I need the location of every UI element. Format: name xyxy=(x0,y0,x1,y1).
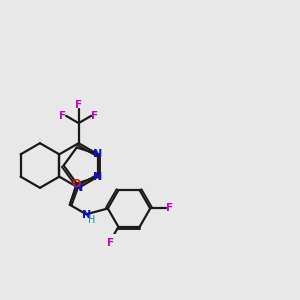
Text: N: N xyxy=(93,172,103,182)
Text: N: N xyxy=(74,183,83,193)
Text: O: O xyxy=(71,179,81,190)
Text: H: H xyxy=(88,215,95,225)
Text: F: F xyxy=(91,111,98,121)
Text: F: F xyxy=(107,238,114,248)
Text: F: F xyxy=(59,111,67,121)
Text: F: F xyxy=(75,100,82,110)
Text: F: F xyxy=(166,203,173,214)
Text: N: N xyxy=(93,149,103,159)
Text: N: N xyxy=(82,210,91,220)
